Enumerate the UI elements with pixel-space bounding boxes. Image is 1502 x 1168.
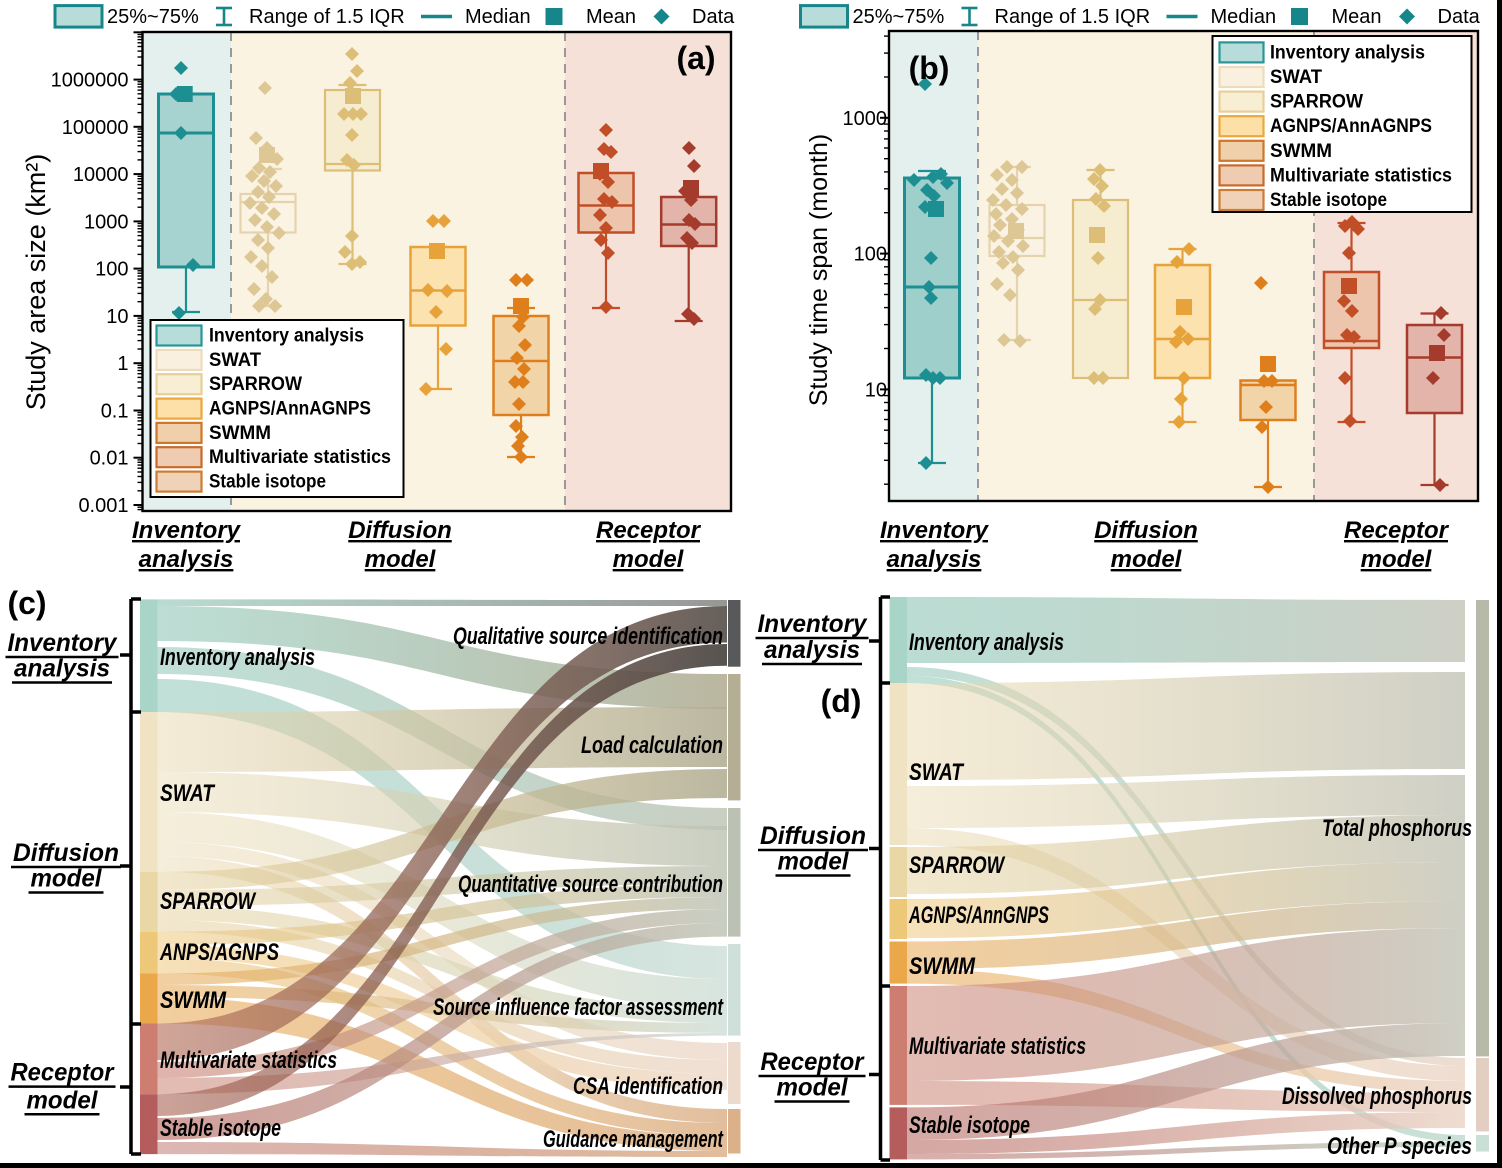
svg-text:model: model [1111, 546, 1183, 573]
svg-text:10: 10 [865, 379, 887, 401]
svg-text:SPARROW: SPARROW [1270, 92, 1363, 113]
svg-text:model: model [365, 546, 437, 573]
svg-text:Multivariate statistics: Multivariate statistics [209, 447, 391, 468]
svg-text:25%~75%: 25%~75% [853, 6, 945, 28]
svg-text:Multivariate statistics: Multivariate statistics [160, 1047, 337, 1074]
svg-text:Stable isotope: Stable isotope [160, 1115, 281, 1142]
svg-text:analysis: analysis [764, 636, 860, 664]
svg-text:analysis: analysis [14, 655, 110, 683]
svg-text:AGNPS/AnnAGNPS: AGNPS/AnnAGNPS [1270, 116, 1432, 137]
svg-text:Receptor: Receptor [1344, 517, 1450, 544]
svg-text:model: model [613, 546, 685, 573]
svg-text:Diffusion: Diffusion [760, 822, 866, 850]
svg-text:25%~75%: 25%~75% [107, 6, 199, 28]
svg-text:10000: 10000 [73, 164, 129, 186]
svg-text:Inventory: Inventory [758, 610, 868, 638]
svg-text:SWAT: SWAT [909, 759, 965, 786]
svg-text:CSA identification: CSA identification [573, 1073, 723, 1100]
svg-text:analysis: analysis [139, 546, 234, 573]
svg-text:100: 100 [854, 244, 887, 266]
svg-text:10: 10 [106, 306, 128, 328]
svg-text:Receptor: Receptor [761, 1048, 865, 1076]
svg-text:Study area size (km²): Study area size (km²) [21, 154, 51, 411]
svg-text:model: model [1361, 546, 1433, 573]
svg-text:analysis: analysis [887, 546, 982, 573]
svg-text:Guidance management: Guidance management [543, 1126, 724, 1153]
svg-text:0.01: 0.01 [90, 448, 129, 470]
svg-text:Range of 1.5 IQR: Range of 1.5 IQR [249, 6, 405, 28]
svg-text:(b): (b) [909, 50, 950, 86]
svg-text:Inventory: Inventory [8, 629, 118, 657]
svg-text:0.001: 0.001 [78, 495, 128, 517]
svg-text:SWAT: SWAT [209, 350, 261, 371]
svg-text:SPARROW: SPARROW [160, 888, 257, 915]
svg-text:Inventory analysis: Inventory analysis [909, 629, 1064, 656]
svg-text:SWAT: SWAT [160, 780, 216, 807]
svg-text:Source influence factor assess: Source influence factor assessment [433, 994, 724, 1021]
svg-text:Qualitative source identificat: Qualitative source identification [453, 623, 723, 650]
svg-text:SWMM: SWMM [209, 423, 271, 444]
svg-text:Data: Data [1438, 6, 1481, 28]
svg-text:model: model [27, 1086, 99, 1114]
svg-text:Inventory analysis: Inventory analysis [209, 326, 364, 347]
svg-text:(a): (a) [676, 40, 715, 76]
svg-text:Stable isotope: Stable isotope [1270, 190, 1387, 211]
svg-text:ANPS/AGNPS: ANPS/AGNPS [159, 939, 279, 966]
svg-text:SPARROW: SPARROW [209, 374, 302, 395]
svg-text:Diffusion: Diffusion [1094, 517, 1198, 544]
svg-text:1000: 1000 [843, 108, 888, 130]
svg-text:Median: Median [1211, 6, 1277, 28]
svg-text:100000: 100000 [62, 117, 129, 139]
svg-text:Diffusion: Diffusion [13, 839, 119, 867]
svg-text:Inventory: Inventory [880, 517, 990, 544]
svg-text:Multivariate statistics: Multivariate statistics [909, 1033, 1086, 1060]
svg-text:Range of 1.5 IQR: Range of 1.5 IQR [995, 6, 1151, 28]
svg-text:Inventory analysis: Inventory analysis [1270, 42, 1425, 63]
svg-text:0.1: 0.1 [101, 401, 129, 423]
svg-text:model: model [31, 865, 103, 893]
svg-text:1000: 1000 [84, 211, 129, 233]
svg-text:Other P species: Other P species [1327, 1133, 1472, 1160]
svg-text:AGNPS/AnnAGNPS: AGNPS/AnnAGNPS [209, 399, 371, 420]
svg-text:Quantitative source contributi: Quantitative source contribution [458, 871, 723, 898]
svg-text:AGNPS/AnnGNPS: AGNPS/AnnGNPS [908, 902, 1049, 929]
svg-text:Dissolved phosphorus: Dissolved phosphorus [1282, 1083, 1472, 1110]
svg-text:SWMM: SWMM [909, 953, 976, 980]
svg-text:Stable isotope: Stable isotope [209, 472, 326, 493]
svg-text:Mean: Mean [1332, 6, 1382, 28]
svg-text:Multivariate statistics: Multivariate statistics [1270, 165, 1452, 186]
svg-text:(d): (d) [821, 683, 862, 719]
svg-text:Receptor: Receptor [11, 1059, 115, 1087]
svg-text:Total phosphorus: Total phosphorus [1322, 815, 1472, 842]
svg-text:Receptor: Receptor [596, 517, 702, 544]
svg-text:Study time span (month): Study time span (month) [805, 134, 833, 406]
svg-text:SWMM: SWMM [160, 987, 227, 1014]
svg-text:Load calculation: Load calculation [581, 732, 723, 759]
svg-text:Data: Data [692, 6, 735, 28]
svg-text:(c): (c) [7, 585, 46, 621]
svg-text:Mean: Mean [586, 6, 636, 28]
svg-text:Inventory analysis: Inventory analysis [160, 644, 315, 671]
svg-text:Median: Median [465, 6, 531, 28]
svg-text:Inventory: Inventory [132, 517, 242, 544]
svg-text:1000000: 1000000 [51, 70, 129, 92]
svg-text:100: 100 [95, 259, 128, 281]
svg-text:SWMM: SWMM [1270, 141, 1332, 162]
svg-text:SWAT: SWAT [1270, 67, 1322, 88]
svg-text:SPARROW: SPARROW [909, 852, 1006, 879]
svg-text:1: 1 [117, 353, 128, 375]
svg-text:Stable isotope: Stable isotope [909, 1112, 1030, 1139]
svg-text:model: model [777, 1074, 849, 1102]
svg-text:Diffusion: Diffusion [348, 517, 452, 544]
svg-text:model: model [778, 848, 850, 876]
